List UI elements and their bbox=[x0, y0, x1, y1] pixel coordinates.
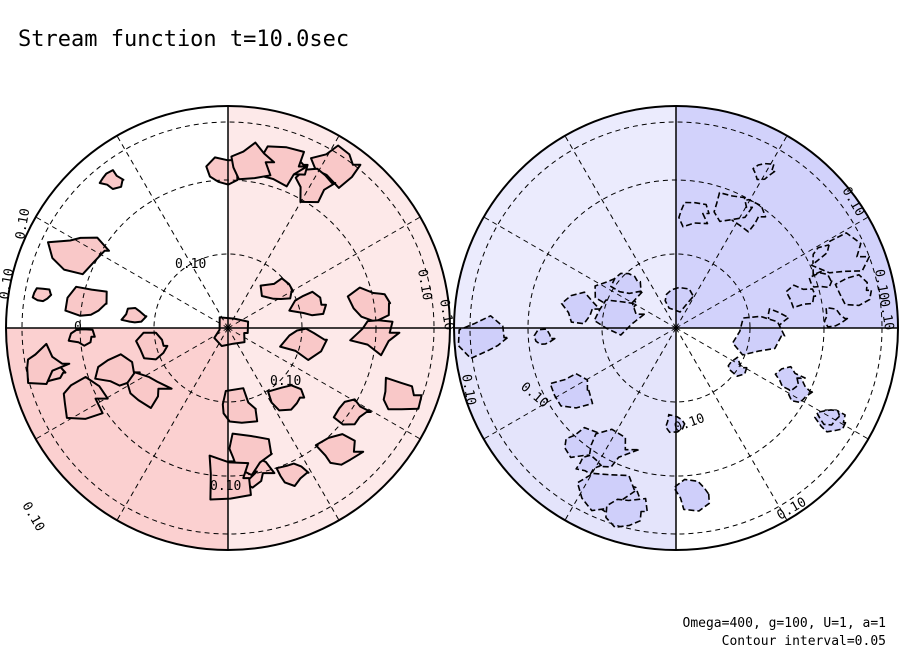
contour-label: 0.10 bbox=[871, 268, 891, 301]
meridian bbox=[116, 135, 229, 329]
contour bbox=[208, 454, 252, 501]
contour bbox=[588, 428, 640, 468]
meridian bbox=[35, 327, 229, 440]
meridian bbox=[483, 327, 677, 440]
contour bbox=[664, 413, 686, 434]
meridian bbox=[675, 327, 869, 440]
contour bbox=[120, 307, 148, 324]
contour-label: 0.10 bbox=[19, 500, 48, 535]
contour bbox=[26, 342, 71, 385]
contour bbox=[810, 232, 871, 274]
meridian bbox=[227, 327, 421, 440]
meridian bbox=[227, 327, 340, 521]
contour-label: 0.10 bbox=[210, 479, 241, 494]
contour bbox=[610, 272, 642, 295]
contour-label: 0 bbox=[74, 320, 82, 335]
meridian bbox=[35, 216, 229, 329]
contour-label: 0.10 bbox=[270, 374, 301, 389]
meridian bbox=[675, 135, 788, 329]
contour bbox=[815, 409, 841, 426]
contour bbox=[349, 319, 401, 357]
contour bbox=[575, 454, 602, 475]
contour bbox=[279, 327, 328, 361]
contour-label: 0.10 bbox=[414, 268, 434, 301]
contour-label: 0.10 bbox=[0, 267, 17, 300]
meridian bbox=[675, 216, 869, 329]
contour bbox=[267, 384, 306, 412]
meridian bbox=[483, 216, 677, 329]
meridian bbox=[227, 135, 340, 329]
contour bbox=[785, 284, 817, 309]
contour bbox=[31, 287, 53, 303]
contour-label: 0.10 bbox=[175, 257, 206, 272]
contour bbox=[533, 328, 556, 346]
contour bbox=[457, 315, 509, 360]
meridian bbox=[227, 216, 421, 329]
meridian bbox=[116, 327, 229, 521]
contour bbox=[560, 291, 601, 325]
contour bbox=[332, 398, 372, 426]
contour bbox=[823, 306, 849, 328]
contour bbox=[62, 376, 109, 420]
note: Omega=400, g=100, U=1, a=1 bbox=[683, 616, 887, 631]
contour bbox=[47, 236, 110, 276]
contour bbox=[64, 285, 108, 317]
contour-label: 0.10 bbox=[13, 207, 33, 240]
contour bbox=[752, 162, 776, 181]
contour bbox=[731, 315, 786, 356]
hemisphere-border bbox=[453, 105, 899, 551]
contour bbox=[314, 433, 365, 466]
contour bbox=[288, 290, 327, 317]
hemisphere-border bbox=[5, 105, 451, 551]
contour bbox=[135, 331, 169, 361]
right-hemisphere bbox=[454, 106, 898, 550]
contour bbox=[593, 299, 645, 336]
contour bbox=[605, 497, 648, 529]
contour bbox=[834, 274, 873, 307]
contour-label: 0.10 bbox=[458, 373, 478, 406]
meridian bbox=[564, 327, 677, 521]
title: Stream function t=10.0sec bbox=[18, 27, 349, 52]
meridian bbox=[675, 327, 788, 521]
contour bbox=[98, 169, 125, 190]
contour bbox=[673, 478, 711, 512]
contour bbox=[310, 144, 362, 189]
contour bbox=[94, 353, 141, 387]
contour bbox=[576, 472, 636, 512]
note: Contour interval=0.05 bbox=[722, 634, 886, 649]
contour bbox=[126, 371, 173, 409]
contour-label: 0.10 bbox=[876, 298, 896, 331]
contour bbox=[774, 365, 806, 392]
contour bbox=[221, 387, 259, 424]
contour bbox=[213, 316, 250, 347]
contour bbox=[713, 191, 754, 223]
contour bbox=[259, 277, 294, 300]
contour bbox=[230, 141, 276, 181]
contour bbox=[67, 328, 96, 347]
contour bbox=[678, 201, 710, 228]
contour-label: 0.10 bbox=[436, 298, 456, 331]
contour bbox=[382, 376, 423, 411]
contour bbox=[664, 286, 695, 313]
meridian bbox=[564, 135, 677, 329]
